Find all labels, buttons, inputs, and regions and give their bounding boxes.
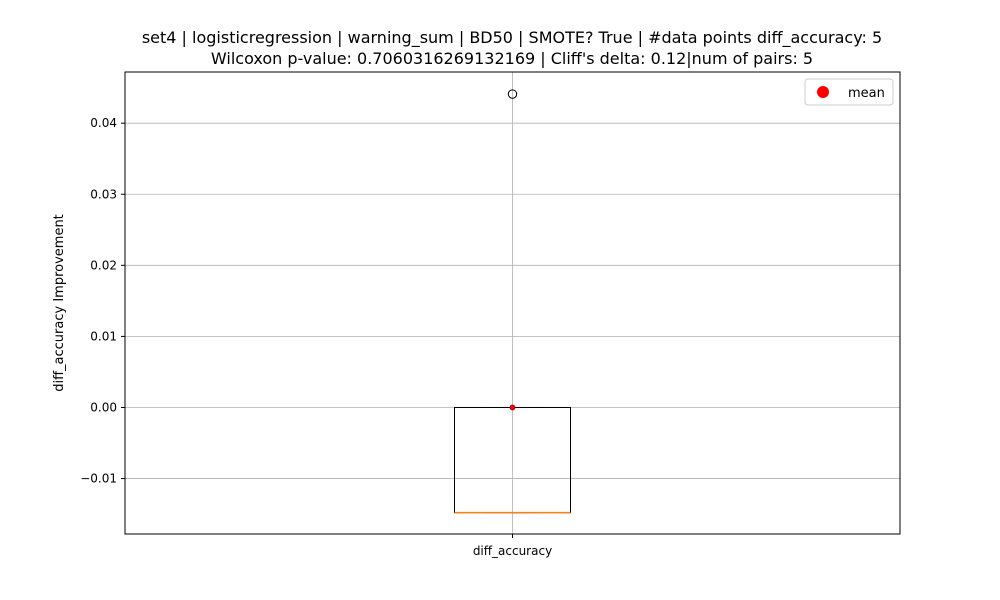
outlier-point <box>507 89 518 99</box>
plot-frame <box>124 71 901 535</box>
legend-mean-marker <box>817 86 829 98</box>
grid-layer <box>125 72 900 534</box>
y-tick-label: 0.00 <box>90 400 117 414</box>
box-layer <box>454 89 571 514</box>
y-tick-label: 0.03 <box>90 187 117 201</box>
y-tick-label: 0.04 <box>90 116 117 130</box>
y-tick-label: −0.01 <box>80 472 117 486</box>
mean-marker <box>509 404 516 411</box>
chart-title: set4 | logisticregression | warning_sum … <box>142 28 882 48</box>
y-tick-label: 0.01 <box>90 329 117 343</box>
y-tick-label: 0.02 <box>90 258 117 272</box>
legend-frame <box>804 78 894 106</box>
chart-subtitle: Wilcoxon p-value: 0.7060316269132169 | C… <box>211 49 813 68</box>
legend: mean <box>804 78 894 106</box>
x-tick-label: diff_accuracy <box>473 544 552 558</box>
ticks-layer: −0.01 0.00 0.01 0.02 0.03 0.04 diff_accuracy <box>80 116 552 558</box>
legend-mean-label: mean <box>848 86 885 101</box>
y-axis-label: diff_accuracy Improvement <box>52 214 67 392</box>
